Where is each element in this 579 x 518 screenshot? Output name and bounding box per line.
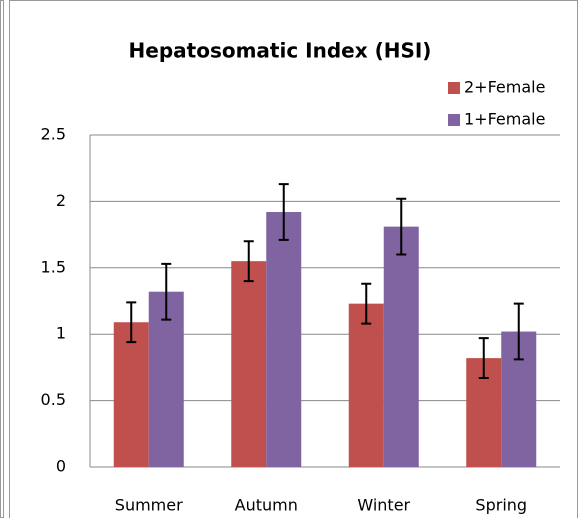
error-bar [126, 301, 137, 344]
x-tick-label: Autumn [235, 496, 298, 515]
bar [231, 261, 267, 467]
legend-label: 1+Female [464, 110, 545, 129]
y-tick-label: 2 [56, 191, 66, 210]
bar [383, 226, 419, 467]
error-bar [161, 262, 172, 321]
error-bar [513, 302, 524, 361]
legend-swatch [448, 82, 460, 94]
chart-title: Hepatosomatic Index (HSI) [129, 39, 432, 63]
y-tick-label: 1.5 [41, 257, 66, 276]
frame-edge [0, 0, 4, 518]
y-tick-label: 0 [56, 457, 66, 476]
chart-frame [9, 0, 578, 518]
error-bar [278, 183, 289, 241]
bar [148, 291, 184, 467]
bar [348, 303, 384, 467]
error-bar [361, 282, 372, 325]
error-bar [396, 197, 407, 256]
x-tick-label: Spring [475, 496, 527, 515]
y-tick-label: 2.5 [41, 125, 66, 144]
y-tick-label: 1 [56, 324, 66, 343]
legend-label: 2+Female [464, 78, 545, 97]
bar [113, 322, 149, 467]
x-tick-label: Winter [357, 496, 410, 515]
y-tick-label: 0.5 [41, 390, 66, 409]
bar [266, 212, 302, 467]
error-bar [243, 240, 254, 283]
x-tick-label: Summer [115, 496, 183, 515]
legend-swatch [448, 114, 460, 126]
error-bar [478, 337, 489, 380]
